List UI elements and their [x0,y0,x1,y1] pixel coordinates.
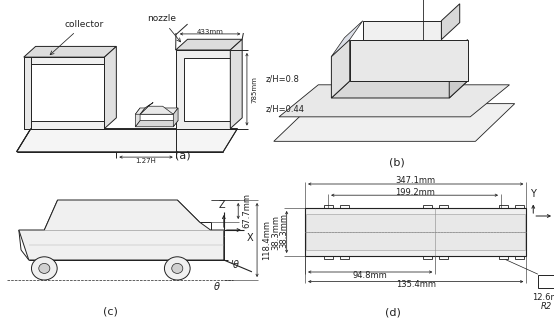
Text: 1.27H: 1.27H [136,158,156,164]
Text: nozzle: nozzle [147,14,181,42]
Text: θ: θ [214,282,220,292]
Text: (d): (d) [384,307,401,317]
Polygon shape [176,39,242,50]
Text: 347.1mm: 347.1mm [396,176,436,185]
Polygon shape [31,64,105,121]
Bar [439,253,448,259]
Text: 38.3mm: 38.3mm [272,214,281,250]
Text: Z: Z [218,200,225,210]
Text: (c): (c) [104,306,118,316]
Bar [423,205,432,211]
Circle shape [32,257,57,280]
Polygon shape [140,106,173,114]
Text: 433mm: 433mm [197,29,224,35]
Polygon shape [173,108,178,127]
Polygon shape [24,57,105,129]
Polygon shape [442,4,460,40]
Polygon shape [19,200,224,260]
Bar [324,253,332,259]
Text: z/H=0.8: z/H=0.8 [266,75,300,84]
Polygon shape [331,21,363,57]
Circle shape [172,263,183,273]
Text: 118.4mm: 118.4mm [262,220,271,260]
Bar [499,253,507,259]
Text: 38.3mm: 38.3mm [279,212,288,247]
Bar [340,253,348,259]
Polygon shape [274,104,515,141]
Polygon shape [135,120,178,127]
Circle shape [39,263,50,273]
Polygon shape [306,214,525,250]
Text: 12.6mm: 12.6mm [532,293,554,302]
Polygon shape [363,21,442,40]
Polygon shape [305,208,526,256]
Text: 94.8mm: 94.8mm [353,271,388,280]
Text: 135.4mm: 135.4mm [396,280,436,289]
Polygon shape [331,81,468,98]
Text: (a): (a) [175,151,191,161]
Circle shape [165,257,190,280]
Text: collector: collector [50,20,104,55]
Polygon shape [184,58,230,121]
Polygon shape [105,46,116,129]
Polygon shape [17,129,238,152]
Polygon shape [24,46,116,57]
Polygon shape [135,108,178,114]
Polygon shape [140,102,153,114]
Polygon shape [279,85,510,117]
Polygon shape [135,108,140,127]
Bar [340,205,348,211]
Text: z/H=0.44: z/H=0.44 [266,105,305,114]
Text: Y: Y [530,189,536,199]
Text: θ: θ [233,260,239,270]
Bar [538,275,554,288]
Polygon shape [176,50,230,129]
Text: 199.2mm: 199.2mm [394,188,434,197]
Bar [515,253,524,259]
Bar [324,205,332,211]
Polygon shape [24,57,31,129]
Polygon shape [449,40,468,98]
Bar [439,205,448,211]
Text: X: X [247,233,254,243]
Text: 67.7mm: 67.7mm [242,194,251,228]
Text: (b): (b) [389,158,405,168]
Bar [515,205,524,211]
Text: 785mm: 785mm [251,76,257,103]
Polygon shape [331,40,350,98]
Text: R2: R2 [540,301,552,311]
Bar [423,253,432,259]
Bar [499,205,507,211]
Polygon shape [230,39,242,129]
Polygon shape [350,40,468,81]
